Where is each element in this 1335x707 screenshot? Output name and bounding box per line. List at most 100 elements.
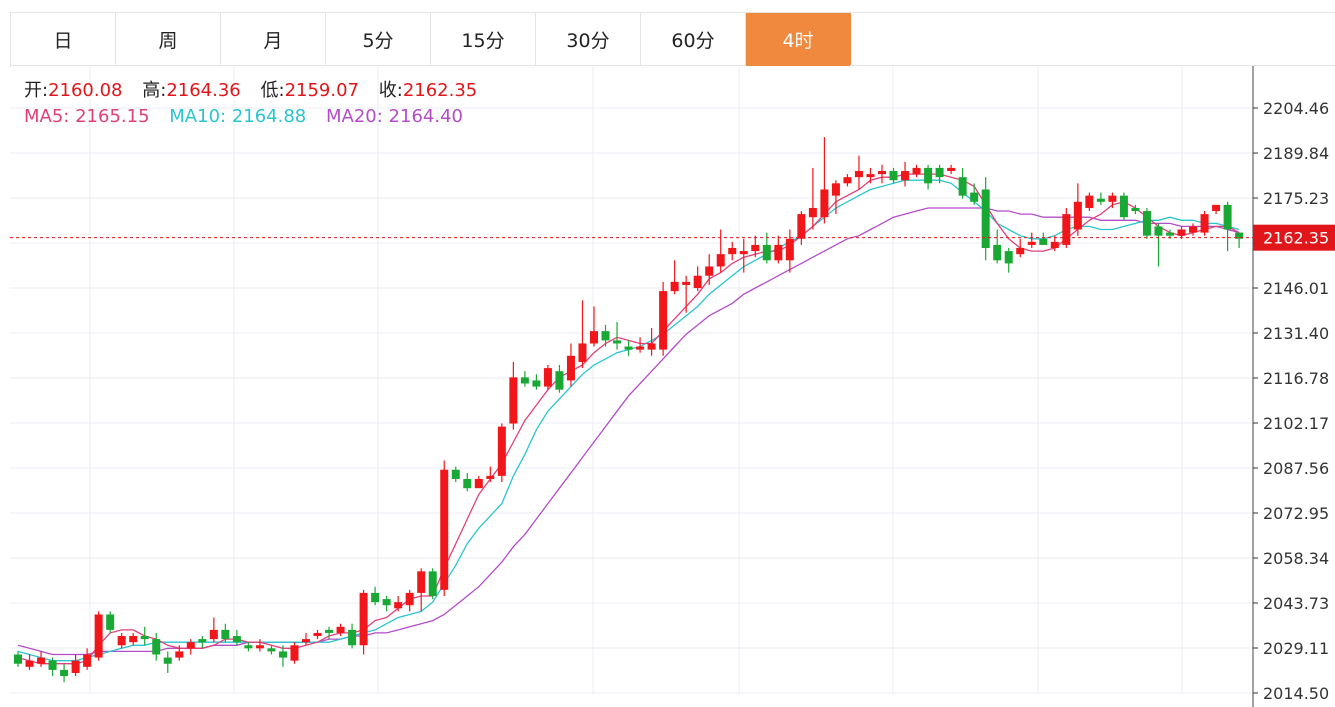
candle-body-up	[912, 167, 921, 175]
candle-body-up	[751, 244, 760, 252]
y-tick-label: 2058.34	[1263, 549, 1329, 568]
period-tabs: 日 周 月 5分 15分 30分 60分 4时	[10, 12, 851, 67]
tab-30min[interactable]: 30分	[536, 13, 641, 66]
candle-body-up	[785, 238, 794, 261]
close-label: 收:	[378, 80, 403, 101]
candle-body-down	[267, 648, 276, 652]
tab-month[interactable]: 月	[221, 13, 326, 66]
candle-body-up	[175, 651, 184, 658]
candle-body-down	[14, 654, 22, 664]
y-tick-label: 2072.95	[1263, 504, 1329, 523]
candle-body-up	[1189, 226, 1198, 233]
y-tick-label: 2102.17	[1263, 414, 1329, 433]
ma10-value: 2164.88	[231, 106, 307, 127]
candle-body-down	[1039, 238, 1048, 245]
last-price-label: 2162.35	[1263, 229, 1329, 248]
tab-15min[interactable]: 15分	[431, 13, 536, 66]
candle-body-up	[129, 636, 138, 643]
ma20-line	[17, 207, 1240, 656]
candle-body-up	[901, 171, 910, 181]
y-tick-label: 2043.73	[1263, 594, 1329, 613]
candle-body-down	[140, 636, 149, 640]
candle-body-down	[451, 469, 460, 479]
candle-body-down	[325, 629, 334, 633]
ma5-value: 2165.15	[75, 106, 150, 127]
candle-body-up	[728, 247, 737, 255]
candle-body-up	[566, 355, 575, 381]
candle-body-up	[440, 469, 449, 590]
y-tick-label: 2146.01	[1263, 279, 1329, 298]
candle-body-up	[474, 478, 483, 489]
candle-body-up	[590, 331, 598, 344]
ma10-label: MA10:	[169, 106, 227, 127]
candle-body-down	[958, 177, 967, 196]
info-panel: 开:2160.08 高:2164.36 低:2159.07 收:2162.35 …	[24, 78, 491, 130]
candle-body-up	[739, 251, 748, 255]
candle-body-down	[970, 192, 979, 202]
candle-body-up	[1200, 214, 1209, 233]
candle-body-up	[693, 275, 702, 289]
candle-body-down	[463, 478, 472, 489]
candle-body-up	[543, 368, 552, 387]
tab-4hour[interactable]: 4时	[746, 13, 851, 66]
candle-body-up	[497, 426, 506, 476]
candle-body-up	[1212, 204, 1221, 212]
tab-week[interactable]: 周	[116, 13, 221, 66]
candle-body-down	[889, 171, 898, 181]
tab-5min[interactable]: 5分	[326, 13, 431, 66]
tab-bar-filler	[850, 12, 1335, 66]
candle-body-up	[209, 629, 218, 640]
candle-body-up	[831, 183, 840, 196]
candle-body-up	[682, 281, 691, 285]
candle-body-down	[1004, 251, 1013, 264]
candle-body-up	[854, 171, 863, 178]
tab-day[interactable]: 日	[11, 13, 116, 66]
candle-body-up	[509, 377, 518, 424]
candle-body-down	[1096, 198, 1105, 202]
open-label: 开:	[24, 80, 49, 101]
candle-body-down	[244, 645, 253, 649]
y-tick-label: 2131.40	[1263, 324, 1329, 343]
candle-body-down	[601, 331, 610, 341]
candle-body-up	[1085, 195, 1094, 208]
candle-body-down	[163, 657, 172, 664]
ma20-value: 2164.40	[388, 106, 463, 127]
candle-body-up	[405, 592, 414, 606]
y-tick-label: 2014.50	[1263, 684, 1329, 703]
candle-body-down	[48, 660, 57, 670]
low-label: 低:	[260, 80, 285, 101]
low-value: 2159.07	[284, 80, 360, 101]
candle-body-up	[843, 177, 852, 184]
candle-body-up	[820, 189, 829, 218]
candle-body-down	[60, 669, 69, 677]
candle-body-up	[94, 614, 103, 658]
high-label: 高:	[142, 80, 167, 101]
candle-body-down	[520, 377, 529, 384]
candle-body-down	[278, 651, 287, 658]
candle-body-down	[152, 639, 161, 655]
candlestick-chart[interactable]: 2204.46 2189.84 2175.23 2146.01 2131.40 2116.…	[0, 66, 1335, 707]
candle-body-down	[106, 614, 115, 630]
candle-body-down	[1142, 211, 1151, 236]
candle-body-up	[808, 207, 817, 218]
candle-body-up	[1073, 201, 1082, 230]
candle-body-down	[924, 167, 933, 184]
candle-body-down	[198, 639, 207, 643]
open-value: 2160.08	[48, 80, 123, 101]
tab-60min[interactable]: 60分	[641, 13, 746, 66]
candle-body-up	[290, 645, 299, 661]
candle-body-up	[670, 281, 679, 292]
candle-body-up	[716, 254, 725, 267]
candle-body-up	[1177, 229, 1186, 236]
candle-body-up	[947, 167, 956, 172]
candle-body-up	[255, 645, 264, 649]
y-tick-label: 2029.11	[1263, 639, 1329, 658]
candle-body-down	[371, 592, 380, 603]
candle-body-up	[866, 174, 875, 178]
candle-body-down	[1131, 207, 1140, 212]
high-value: 2164.36	[166, 80, 241, 101]
candle-body-up	[336, 626, 345, 633]
candle-body-down	[935, 167, 944, 178]
candle-body-up	[636, 346, 645, 350]
candle-body-up	[359, 592, 368, 646]
